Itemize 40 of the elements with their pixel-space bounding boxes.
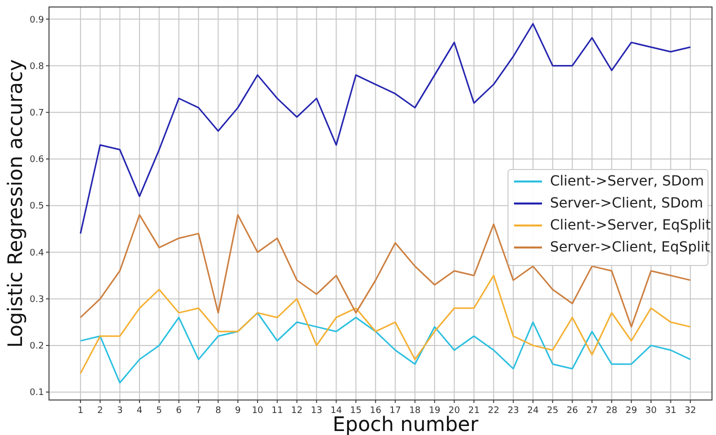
x-tick-label: 2 (97, 406, 104, 416)
x-tick-label: 24 (527, 406, 539, 416)
y-axis-title: Logistic Regression accuracy (3, 59, 27, 348)
y-tick-label: 0.5 (30, 202, 44, 212)
line-series (80, 274, 692, 374)
x-tick-label: 11 (271, 406, 283, 416)
x-tick-label: 7 (196, 406, 202, 416)
y-tick-label: 0.1 (30, 388, 44, 398)
x-tick-label: 27 (586, 406, 598, 416)
y-tick-label: 0.4 (30, 248, 44, 258)
x-tick-label: 25 (546, 406, 558, 416)
y-tick-label: 0.8 (30, 62, 44, 72)
legend-label: Server->Client, EqSplit (550, 240, 711, 256)
x-tick-label: 10 (252, 406, 264, 416)
x-tick-label: 5 (156, 406, 162, 416)
y-tick-label: 0.7 (30, 108, 44, 119)
legend-label: Client->Server, EqSplit (550, 218, 712, 234)
x-tick-label: 13 (310, 406, 322, 416)
x-tick-label: 23 (508, 406, 520, 416)
x-tick-label: 26 (566, 406, 578, 416)
x-tick-label: 4 (136, 406, 143, 416)
x-tick-label: 32 (684, 406, 696, 416)
x-tick-label: 30 (645, 406, 658, 416)
x-tick-label: 31 (664, 406, 676, 416)
x-tick-label: 28 (606, 406, 618, 416)
x-tick-label: 3 (116, 406, 123, 416)
x-tick-label: 29 (626, 406, 638, 416)
x-tick-label: 1 (78, 406, 84, 416)
line-series (80, 312, 692, 384)
y-tick-label: 0.3 (30, 294, 44, 305)
x-tick-label: 6 (176, 406, 182, 416)
x-tick-label: 8 (215, 406, 222, 416)
y-tick-label: 0.2 (30, 342, 44, 352)
y-tick-label: 0.9 (30, 15, 44, 26)
y-tick-label: 0.6 (30, 155, 44, 166)
x-tick-label: 9 (235, 406, 241, 416)
x-tick-label: 12 (291, 406, 303, 416)
x-tick-label: 22 (488, 406, 500, 416)
legend-label: Client->Server, SDom (550, 174, 704, 190)
legend-label: Server->Client, SDom (550, 196, 704, 212)
